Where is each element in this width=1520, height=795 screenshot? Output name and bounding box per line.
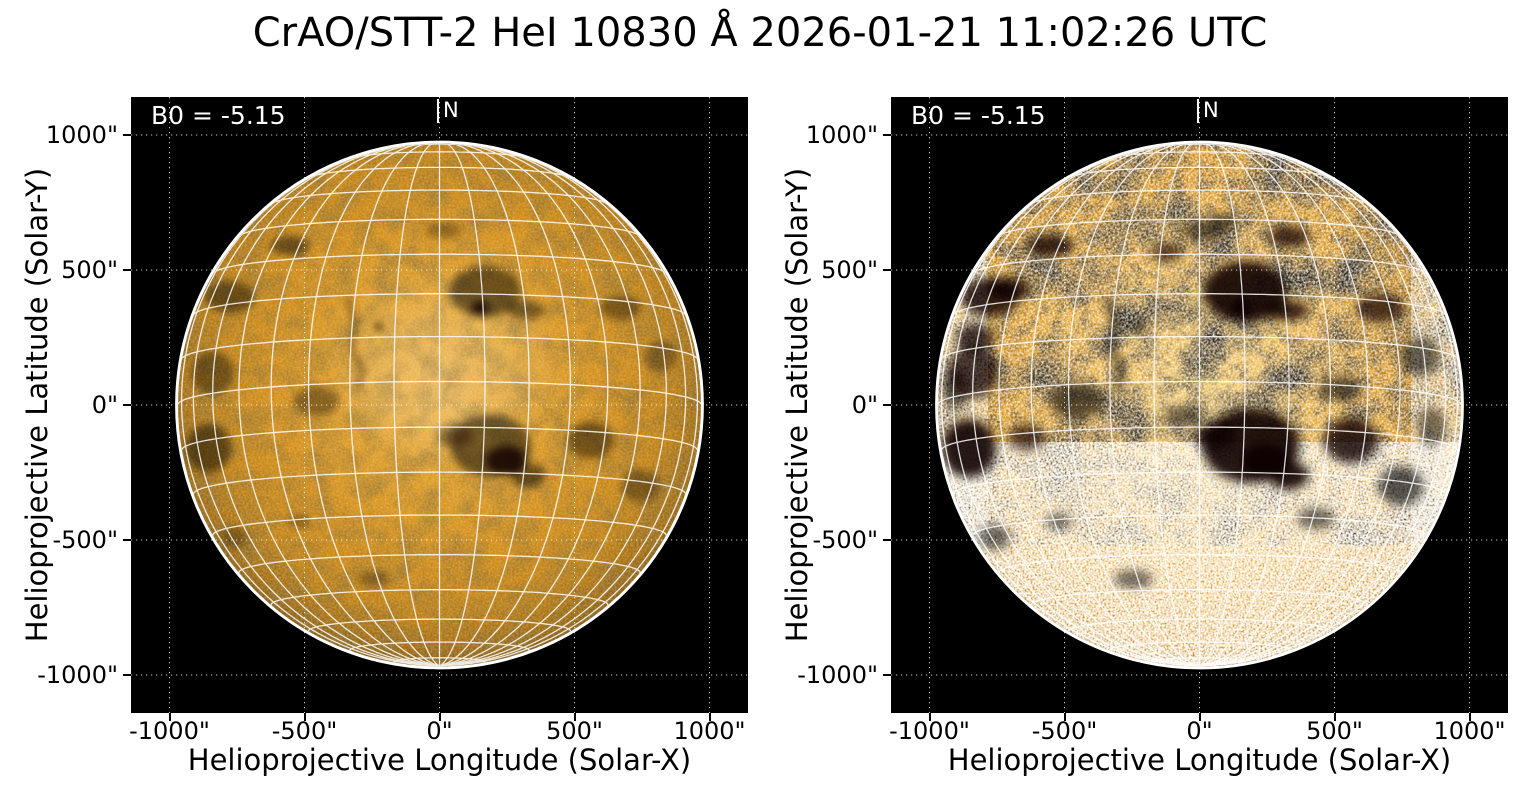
y-tick-mark bbox=[883, 269, 891, 271]
heliographic-grid bbox=[178, 143, 701, 667]
y-tick-label: -1000" bbox=[37, 661, 118, 689]
x-tick-label: -500" bbox=[271, 717, 338, 745]
y-axis-label-left: Helioprojective Latitude (Solar-Y) bbox=[20, 167, 54, 643]
y-tick-label: -500" bbox=[52, 526, 118, 554]
y-tick-mark bbox=[123, 404, 131, 406]
figure-title: CrAO/STT-2 HeI 10830 Å 2026-01-21 11:02:… bbox=[252, 10, 1268, 56]
y-tick-mark bbox=[123, 539, 131, 541]
y-tick-mark bbox=[123, 134, 131, 136]
y-tick-label: -1000" bbox=[797, 661, 878, 689]
panel-left: Helioprojective Latitude (Solar-Y) B0 = … bbox=[20, 97, 748, 777]
x-tick-mark bbox=[708, 713, 711, 721]
solar-disk-image-right bbox=[891, 97, 1508, 713]
y-tick-mark bbox=[123, 674, 131, 676]
x-tick-mark bbox=[1333, 713, 1336, 721]
x-tick-label: 0" bbox=[1186, 717, 1213, 745]
y-tick-label: -500" bbox=[812, 526, 878, 554]
x-tick-mark bbox=[1198, 713, 1201, 721]
y-tick-label: 500" bbox=[61, 256, 118, 284]
y-tick-mark bbox=[123, 269, 131, 271]
x-tick-label: -1000" bbox=[129, 717, 210, 745]
y-axis-label-right: Helioprojective Latitude (Solar-Y) bbox=[780, 167, 814, 643]
x-axis-label-right: Helioprojective Longitude (Solar-X) bbox=[947, 743, 1452, 777]
plot-area-left bbox=[131, 97, 748, 713]
y-tick-label: 0" bbox=[91, 391, 118, 419]
x-tick-label: 500" bbox=[1306, 717, 1363, 745]
north-label-left: N bbox=[443, 98, 459, 122]
y-tick-mark bbox=[883, 134, 891, 136]
x-tick-label: 0" bbox=[426, 717, 453, 745]
x-tick-mark bbox=[168, 713, 171, 721]
x-tick-mark bbox=[303, 713, 306, 721]
x-tick-mark bbox=[438, 713, 441, 721]
y-tick-mark bbox=[883, 404, 891, 406]
x-tick-label: -500" bbox=[1031, 717, 1098, 745]
x-tick-mark bbox=[1063, 713, 1066, 721]
x-tick-mark bbox=[573, 713, 576, 721]
y-tick-label: 0" bbox=[851, 391, 878, 419]
y-tick-mark bbox=[883, 539, 891, 541]
b0-annotation-right: B0 = -5.15 bbox=[911, 101, 1046, 130]
x-tick-mark bbox=[928, 713, 931, 721]
y-tick-label: 1000" bbox=[45, 121, 118, 149]
solar-limb bbox=[935, 140, 1464, 670]
x-tick-label: 500" bbox=[546, 717, 603, 745]
heliographic-grid bbox=[938, 143, 1461, 667]
y-tick-label: 500" bbox=[821, 256, 878, 284]
y-tick-mark bbox=[883, 674, 891, 676]
x-tick-label: -1000" bbox=[889, 717, 970, 745]
solar-disk-image-left bbox=[131, 97, 748, 713]
y-tick-label: 1000" bbox=[805, 121, 878, 149]
x-tick-label: 1000" bbox=[673, 717, 746, 745]
b0-annotation-left: B0 = -5.15 bbox=[151, 101, 286, 130]
north-tick-left bbox=[437, 99, 439, 123]
north-tick-right bbox=[1197, 99, 1199, 123]
x-tick-label: 1000" bbox=[1433, 717, 1506, 745]
panel-right: Helioprojective Latitude (Solar-Y) B0 = … bbox=[780, 97, 1508, 777]
x-tick-mark bbox=[1468, 713, 1471, 721]
solar-limb bbox=[175, 140, 704, 670]
x-axis-label-left: Helioprojective Longitude (Solar-X) bbox=[187, 743, 692, 777]
north-label-right: N bbox=[1203, 98, 1219, 122]
plot-area-right bbox=[891, 97, 1508, 713]
